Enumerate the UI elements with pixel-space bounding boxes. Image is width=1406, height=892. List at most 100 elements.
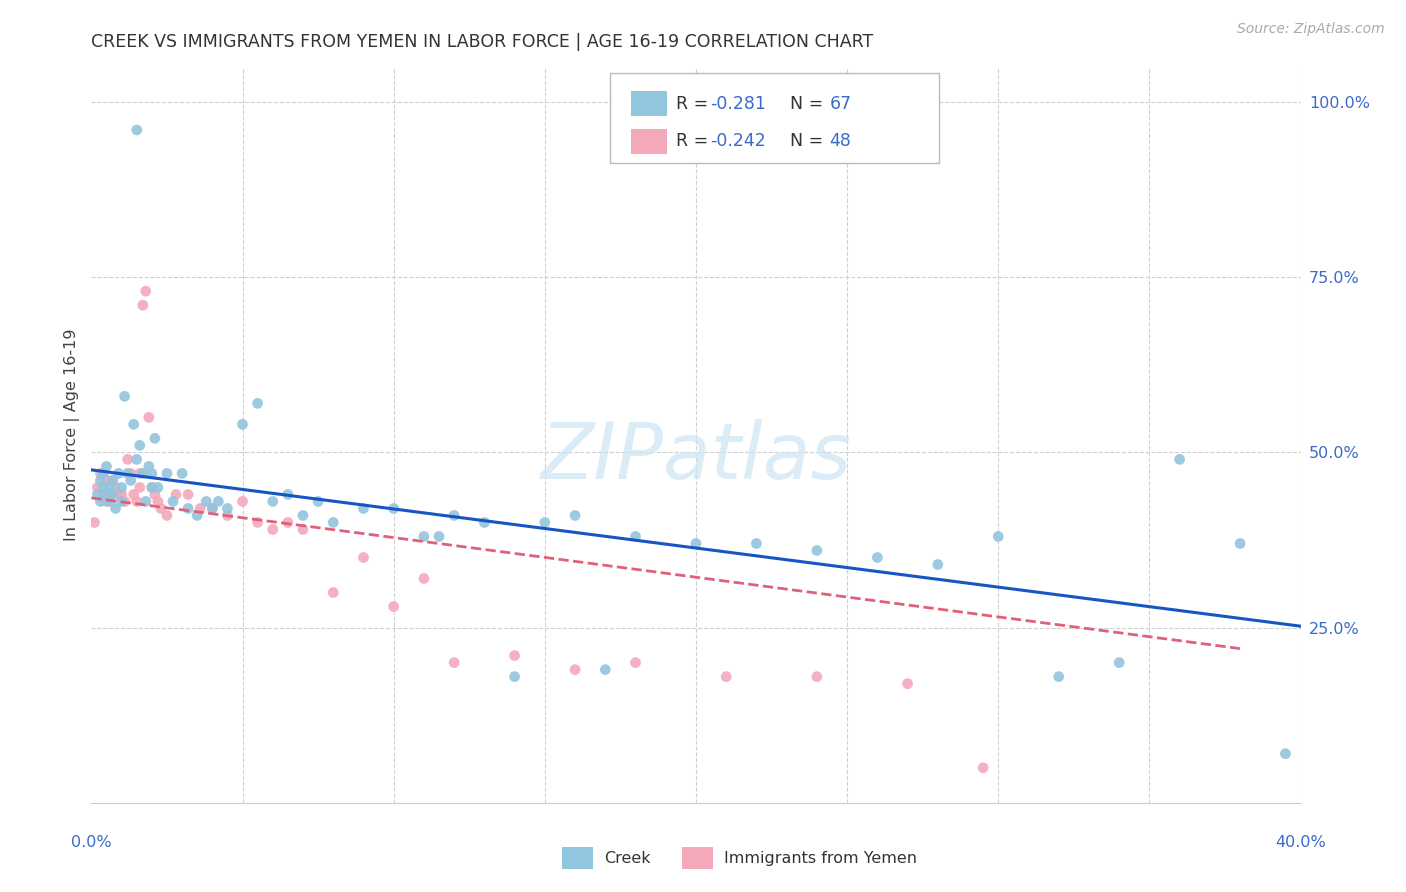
Point bbox=[188, 501, 211, 516]
Point bbox=[806, 543, 828, 558]
Point bbox=[533, 516, 555, 530]
Point bbox=[292, 523, 315, 537]
Point bbox=[897, 676, 920, 690]
Text: N =: N = bbox=[779, 132, 828, 150]
Point bbox=[111, 480, 132, 494]
Point bbox=[217, 501, 239, 516]
Point bbox=[89, 467, 111, 481]
Point bbox=[714, 670, 737, 684]
Point bbox=[114, 389, 136, 403]
Point bbox=[1229, 536, 1251, 550]
Point bbox=[624, 529, 647, 543]
Point bbox=[292, 508, 315, 523]
Point bbox=[135, 494, 157, 508]
Point bbox=[624, 656, 647, 670]
Point bbox=[107, 467, 129, 481]
Text: Creek: Creek bbox=[605, 851, 651, 865]
Point bbox=[564, 508, 586, 523]
Point bbox=[98, 487, 121, 501]
Point bbox=[96, 459, 118, 474]
Point bbox=[927, 558, 949, 572]
Point bbox=[866, 550, 889, 565]
Point bbox=[195, 494, 218, 508]
Point bbox=[427, 529, 450, 543]
Point bbox=[207, 494, 229, 508]
Point bbox=[98, 494, 121, 508]
Point bbox=[564, 663, 586, 677]
Point bbox=[277, 487, 299, 501]
Point bbox=[83, 516, 105, 530]
Point bbox=[101, 474, 124, 488]
Point bbox=[120, 467, 142, 481]
Point bbox=[89, 494, 111, 508]
Point bbox=[101, 474, 124, 488]
Point bbox=[93, 467, 115, 481]
Point bbox=[117, 452, 139, 467]
Point bbox=[745, 536, 768, 550]
Point bbox=[104, 501, 127, 516]
Point bbox=[128, 438, 150, 452]
Point bbox=[117, 467, 139, 481]
Point bbox=[156, 508, 179, 523]
Point bbox=[125, 123, 148, 137]
Point bbox=[972, 761, 994, 775]
Point bbox=[143, 487, 166, 501]
Text: R =: R = bbox=[676, 132, 714, 150]
Point bbox=[93, 487, 115, 501]
Text: 67: 67 bbox=[830, 95, 852, 113]
Point bbox=[162, 494, 184, 508]
Text: CREEK VS IMMIGRANTS FROM YEMEN IN LABOR FORCE | AGE 16-19 CORRELATION CHART: CREEK VS IMMIGRANTS FROM YEMEN IN LABOR … bbox=[91, 34, 873, 52]
Point bbox=[114, 494, 136, 508]
Point bbox=[86, 487, 108, 501]
Y-axis label: In Labor Force | Age 16-19: In Labor Force | Age 16-19 bbox=[65, 328, 80, 541]
Point bbox=[806, 670, 828, 684]
Point bbox=[128, 480, 150, 494]
Point bbox=[201, 501, 224, 516]
Point bbox=[1047, 670, 1070, 684]
Point bbox=[104, 480, 127, 494]
Point bbox=[128, 467, 150, 481]
Point bbox=[149, 501, 172, 516]
Point bbox=[413, 529, 436, 543]
Point bbox=[472, 516, 495, 530]
Point bbox=[141, 480, 163, 494]
Point bbox=[135, 284, 157, 298]
Point bbox=[231, 494, 253, 508]
Point bbox=[352, 501, 374, 516]
Point bbox=[146, 494, 169, 508]
Point bbox=[262, 494, 284, 508]
Point bbox=[307, 494, 329, 508]
Point bbox=[685, 536, 707, 550]
Text: Immigrants from Yemen: Immigrants from Yemen bbox=[724, 851, 917, 865]
Point bbox=[201, 501, 224, 516]
Point bbox=[89, 474, 111, 488]
Point bbox=[231, 417, 253, 432]
Point bbox=[98, 480, 121, 494]
Point bbox=[382, 501, 405, 516]
Point bbox=[125, 452, 148, 467]
Point bbox=[595, 663, 617, 677]
Point bbox=[86, 480, 108, 494]
Text: -0.242: -0.242 bbox=[710, 132, 766, 150]
Point bbox=[246, 396, 269, 410]
Point bbox=[413, 572, 436, 586]
Point bbox=[96, 474, 118, 488]
Point bbox=[141, 467, 163, 481]
Point bbox=[132, 298, 155, 312]
Point bbox=[165, 487, 187, 501]
Point bbox=[322, 585, 344, 599]
Text: N =: N = bbox=[779, 95, 828, 113]
Point bbox=[141, 480, 163, 494]
Text: -0.281: -0.281 bbox=[710, 95, 766, 113]
Point bbox=[1168, 452, 1191, 467]
Point bbox=[122, 417, 145, 432]
Point bbox=[138, 410, 160, 425]
Point bbox=[352, 550, 374, 565]
Point bbox=[122, 487, 145, 501]
Point bbox=[138, 459, 160, 474]
Point bbox=[120, 474, 142, 488]
Point bbox=[96, 494, 118, 508]
Point bbox=[132, 467, 155, 481]
Point bbox=[177, 487, 200, 501]
Point bbox=[262, 523, 284, 537]
